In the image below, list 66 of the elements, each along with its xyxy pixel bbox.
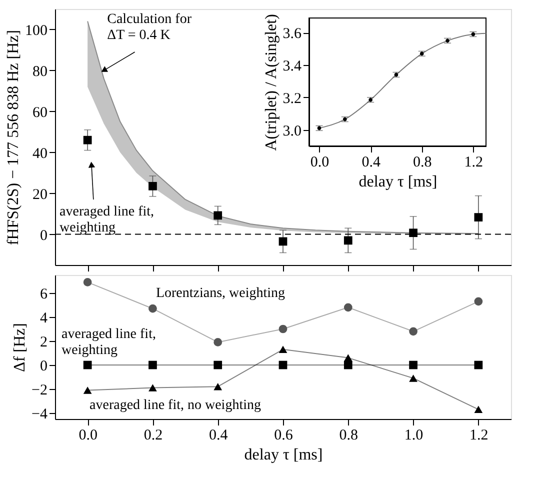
y-tick-label: 100	[25, 22, 48, 39]
y-tick-label: 3.0	[282, 123, 302, 140]
y-axis-title: Δf [Hz]	[12, 323, 29, 372]
y-tick-label: 3.4	[282, 58, 302, 74]
point	[344, 236, 352, 245]
point	[474, 213, 483, 222]
point	[148, 304, 157, 313]
point	[344, 360, 352, 370]
point	[214, 211, 222, 220]
point	[409, 374, 418, 382]
point	[344, 303, 352, 312]
x-tick-label: 0.8	[339, 428, 358, 444]
point	[83, 360, 92, 370]
y-axis-title: A(triplet) / A(singlet)	[262, 14, 280, 151]
y-tick-label: 0	[40, 228, 48, 244]
point	[409, 228, 418, 238]
point	[83, 136, 92, 144]
series-label: Lorentzians, weighting	[156, 286, 286, 301]
x-tick-label: 0.4	[362, 154, 381, 170]
y-tick-label: 2	[40, 334, 48, 350]
point	[409, 360, 418, 370]
x-tick-label: 1.0	[404, 428, 424, 444]
y-tick-label: −2	[32, 382, 48, 398]
x-tick-label: 0.6	[274, 428, 294, 444]
x-tick-label: 0.8	[412, 154, 432, 170]
x-tick-label: 0.0	[310, 154, 330, 170]
x-tick-label: 0.4	[208, 428, 228, 444]
point	[474, 360, 483, 370]
x-tick-label: 1.2	[470, 428, 488, 444]
point	[278, 237, 288, 246]
x-tick-label: 0.0	[78, 428, 98, 444]
y-tick-label: 0	[40, 358, 48, 374]
point	[344, 354, 352, 362]
line-series	[318, 32, 486, 129]
point	[83, 278, 92, 286]
point	[278, 324, 288, 334]
y-tick-label: 20	[32, 186, 48, 203]
x-tick-label: 0.2	[144, 428, 163, 444]
annotation: Calculation for ΔT = 0.4 K	[107, 12, 192, 44]
point	[148, 360, 157, 370]
point	[409, 327, 418, 336]
x-axis-title: delay τ [ms]	[244, 446, 323, 464]
legend-label: averaged line fit, weighting	[62, 327, 156, 358]
y-tick-label: 3.6	[282, 26, 302, 42]
x-tick-label: 1.2	[464, 154, 484, 170]
y-tick-label: 4	[40, 310, 48, 326]
y-tick-label: 60	[32, 104, 48, 121]
point	[214, 360, 222, 370]
point	[148, 182, 157, 190]
y-tick-label: 80	[32, 64, 48, 80]
annotation: averaged line fit, weighting	[60, 204, 154, 236]
y-tick-label: 3.2	[282, 90, 302, 107]
point	[83, 386, 92, 394]
y-tick-label: 6	[40, 286, 48, 302]
point	[148, 384, 157, 392]
y-tick-label: −4	[32, 406, 48, 422]
y-axis-title: fHFS(2S) − 177 556 838 Hz [Hz]	[5, 30, 22, 246]
point	[214, 338, 222, 346]
y-tick-label: 40	[32, 146, 48, 162]
point	[278, 360, 288, 370]
series-label: averaged line fit, no weighting	[90, 398, 261, 414]
x-axis-title: delay τ [ms]	[358, 174, 438, 190]
point	[474, 406, 483, 414]
point	[474, 297, 483, 306]
point	[278, 346, 288, 354]
point	[214, 382, 222, 390]
